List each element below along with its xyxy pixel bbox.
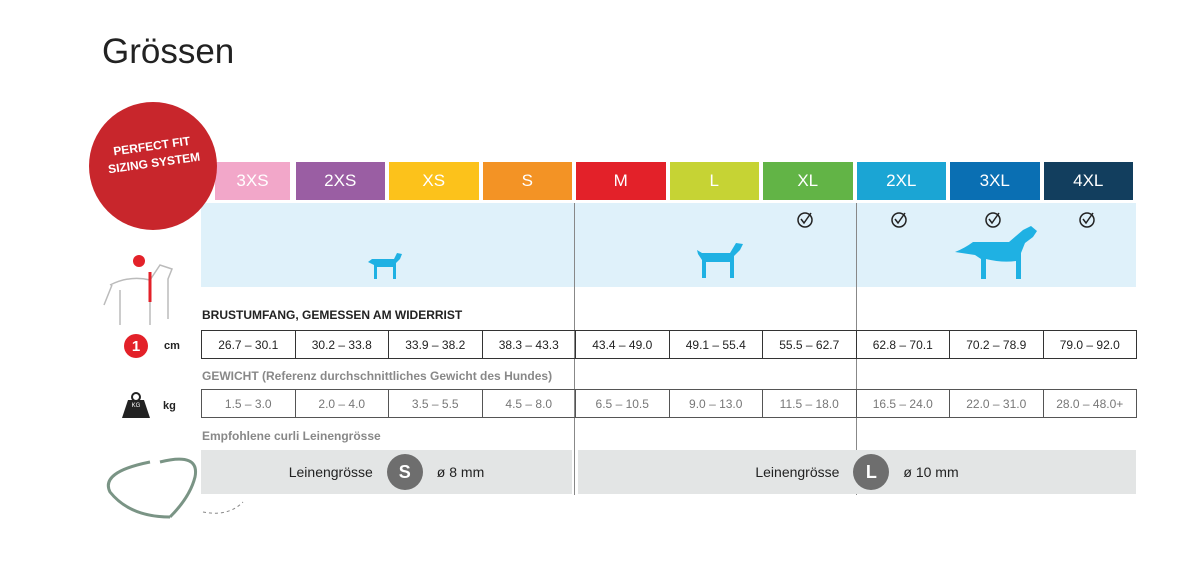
chest-cell: 26.7 – 30.1 xyxy=(201,330,296,359)
kg-icon xyxy=(122,400,150,418)
size-header-cell: 2XS xyxy=(295,162,385,200)
weight-cell: 16.5 – 24.0 xyxy=(855,389,950,418)
size-header-cell: L xyxy=(669,162,759,200)
size-header-cell: M xyxy=(576,162,666,200)
title: Grössen xyxy=(102,32,235,71)
size-header-cell: 4XL xyxy=(1043,162,1133,200)
chest-cell: 43.4 – 49.0 xyxy=(575,330,670,359)
chest-label: BRUSTUMFANG, GEMESSEN AM WIDERRIST xyxy=(202,308,463,322)
weight-title: GEWICHT xyxy=(202,369,259,383)
weight-cell: 2.0 – 4.0 xyxy=(294,389,389,418)
size-header-cell: 2XL xyxy=(856,162,946,200)
weight-cell: 22.0 – 31.0 xyxy=(949,389,1044,418)
weight-cell: 11.5 – 18.0 xyxy=(762,389,857,418)
leash-size-badge: S xyxy=(386,454,423,490)
arrow xyxy=(202,501,244,514)
chest-cell: 79.0 – 92.0 xyxy=(1042,330,1137,359)
weight-cell: 3.5 – 5.5 xyxy=(388,389,483,418)
weight-cell: 28.0 – 48.0+ xyxy=(1042,389,1137,418)
size-header-cell: S xyxy=(482,162,572,200)
size-header-cell: 3XS xyxy=(215,162,290,200)
size-header-cell: XS xyxy=(389,162,479,200)
kg-ring xyxy=(131,392,141,402)
badge-circle xyxy=(89,102,217,230)
weight-cell: 4.5 – 8.0 xyxy=(481,389,576,418)
chest-cell: 38.3 – 43.3 xyxy=(481,330,576,359)
chest-cell: 70.2 – 78.9 xyxy=(949,330,1044,359)
chest-cell: 30.2 – 33.8 xyxy=(294,330,389,359)
size-header-cell: XL xyxy=(763,162,853,200)
checks xyxy=(797,212,1095,228)
divider xyxy=(856,203,857,495)
unit: kg xyxy=(163,400,176,412)
weight-cell: 9.0 – 13.0 xyxy=(668,389,763,418)
leash xyxy=(107,457,198,519)
leash-label: Empfohlene curli Leinengrösse xyxy=(202,429,381,443)
weight-cell: 6.5 – 10.5 xyxy=(575,389,670,418)
marker: 1 xyxy=(131,338,141,355)
small-marker xyxy=(133,255,145,267)
chest-cell: 62.8 – 70.1 xyxy=(855,330,950,359)
kg-icon-label: KG xyxy=(131,403,141,409)
chest-cell: 33.9 – 38.2 xyxy=(388,330,483,359)
leash-size-label: Leinengrösse xyxy=(288,464,373,480)
leash-size-badge: L xyxy=(853,454,890,490)
weight-cell: 1.5 – 3.0 xyxy=(201,389,296,418)
marker-circle xyxy=(124,334,148,358)
weight-note: (Referenz durchschnittliches Gewicht des… xyxy=(258,369,553,383)
chest-cell: 55.5 – 62.7 xyxy=(762,330,857,359)
divider xyxy=(574,203,575,495)
weight-label: GEWICHT (Referenz durchschnittliches Gew… xyxy=(202,369,552,383)
dogs xyxy=(368,226,1037,279)
unit: cm xyxy=(164,340,180,352)
dog-outline xyxy=(103,264,173,325)
chest-cell: 49.1 – 55.4 xyxy=(668,330,763,359)
leash-diameter: ø 8 mm xyxy=(436,464,485,480)
size-header-cell: 3XL xyxy=(950,162,1040,200)
leash-size-label: Leinengrösse xyxy=(755,464,840,480)
leash-diameter: ø 10 mm xyxy=(903,464,959,480)
